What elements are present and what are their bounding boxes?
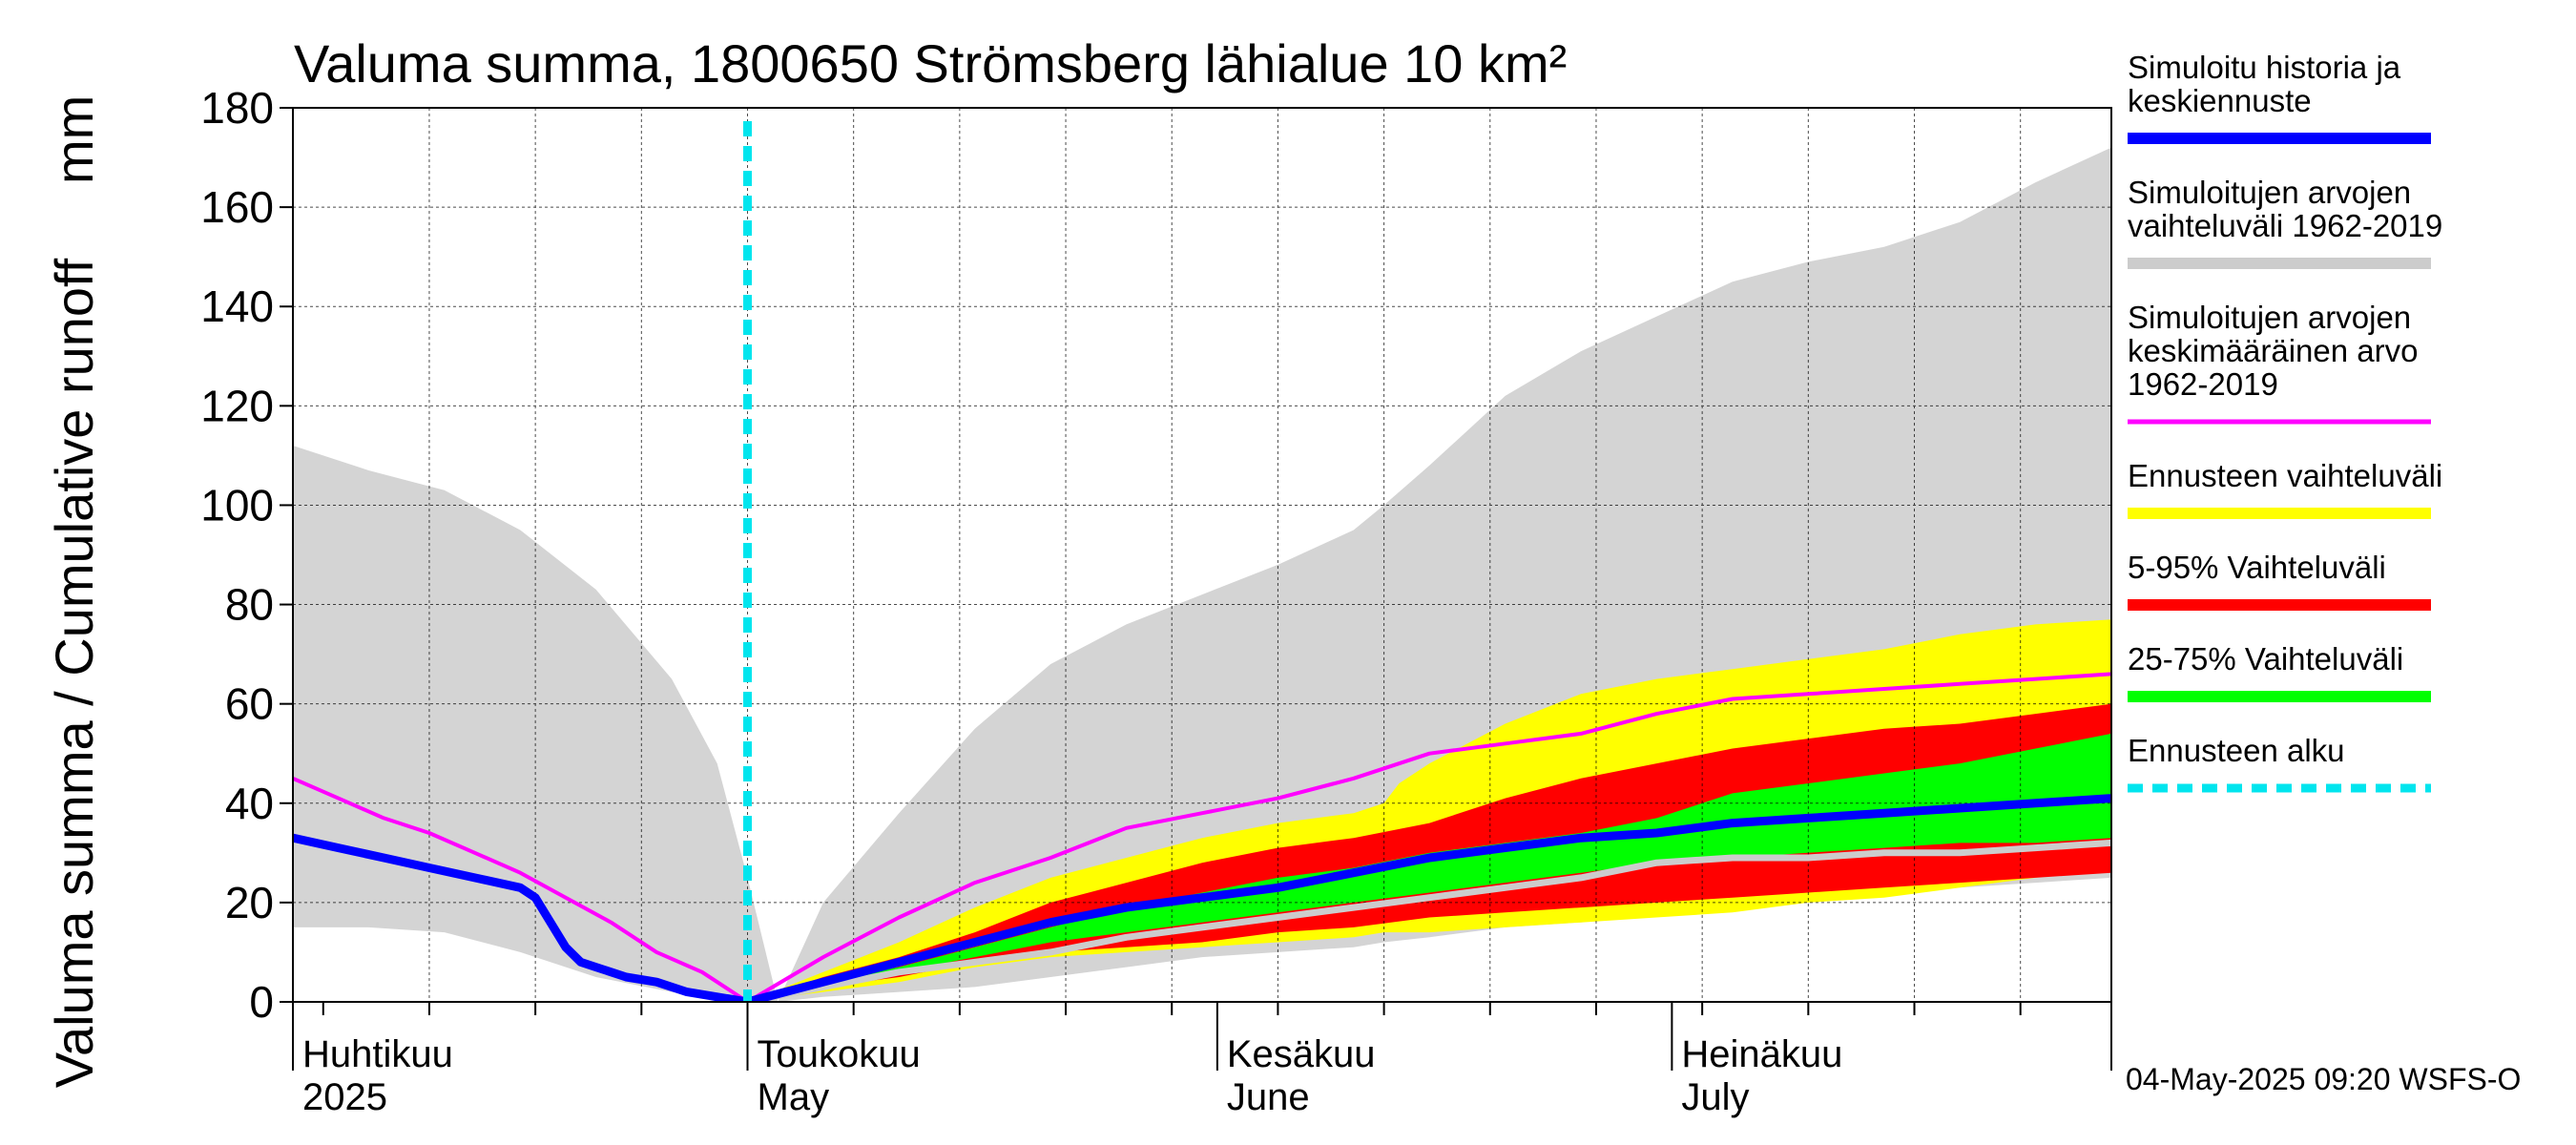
x-month-label-en-0: 2025 xyxy=(302,1076,387,1118)
plot-frame xyxy=(292,107,2112,1003)
legend-label-5-0: 25-75% Vaihteluväli xyxy=(2128,641,2403,677)
line-5 xyxy=(744,839,2111,1002)
band-3 xyxy=(747,733,2111,1002)
legend-label-6-0: Ennusteen alku xyxy=(2128,733,2345,768)
legend: Simuloitu historia jakeskiennusteSimuloi… xyxy=(2128,50,2442,793)
plot-content xyxy=(293,108,2111,1002)
y-tick-label-60: 60 xyxy=(225,679,274,729)
legend-item-3: Ennusteen vaihteluväli xyxy=(2128,458,2442,519)
x-month-label-fi-0: Huhtikuu xyxy=(302,1033,453,1075)
footer-timestamp: 04-May-2025 09:20 WSFS-O xyxy=(2126,1062,2521,1096)
x-month-label-en-2: June xyxy=(1227,1076,1310,1118)
y-tick-label-100: 100 xyxy=(200,480,274,530)
x-month-label-fi-2: Kesäkuu xyxy=(1227,1033,1376,1075)
line-4 xyxy=(293,672,2111,1002)
legend-label-2-1: keskimääräinen arvo xyxy=(2128,333,2418,368)
legend-label-3-0: Ennusteen vaihteluväli xyxy=(2128,458,2442,493)
y-tick-label-120: 120 xyxy=(200,381,274,430)
plot-area xyxy=(293,108,2111,1002)
legend-label-1-1: vaihteluväli 1962-2019 xyxy=(2128,208,2442,243)
line-6 xyxy=(293,794,2111,1002)
y-tick-label-0: 0 xyxy=(249,977,274,1027)
legend-label-0-0: Simuloitu historia ja xyxy=(2128,50,2401,85)
x-month-label-en-3: July xyxy=(1681,1076,1749,1118)
legend-label-4-0: 5-95% Vaihteluväli xyxy=(2128,550,2386,585)
legend-label-2-0: Simuloitujen arvojen xyxy=(2128,300,2411,335)
x-month-label-en-1: May xyxy=(758,1076,830,1118)
x-month-label-fi-1: Toukokuu xyxy=(758,1033,921,1075)
legend-item-6: Ennusteen alku xyxy=(2128,733,2431,793)
y-tick-label-40: 40 xyxy=(225,779,274,828)
chart-title: Valuma summa, 1800650 Strömsberg lähialu… xyxy=(294,33,1567,94)
y-tick-label-80: 80 xyxy=(225,580,274,630)
y-axis-label: Valuma summa / Cumulative runoff mm xyxy=(44,95,104,1088)
y-tick-label-140: 140 xyxy=(200,281,274,331)
legend-item-4: 5-95% Vaihteluväli xyxy=(2128,550,2431,611)
legend-label-2-2: 1962-2019 xyxy=(2128,366,2278,402)
legend-label-0-1: keskiennuste xyxy=(2128,83,2312,118)
y-tick-label-160: 160 xyxy=(200,182,274,232)
legend-item-5: 25-75% Vaihteluväli xyxy=(2128,641,2431,702)
y-tick-label-20: 20 xyxy=(225,878,274,927)
legend-label-1-0: Simuloitujen arvojen xyxy=(2128,175,2411,210)
x-month-label-fi-3: Heinäkuu xyxy=(1681,1033,1842,1075)
y-tick-label-180: 180 xyxy=(200,83,274,133)
